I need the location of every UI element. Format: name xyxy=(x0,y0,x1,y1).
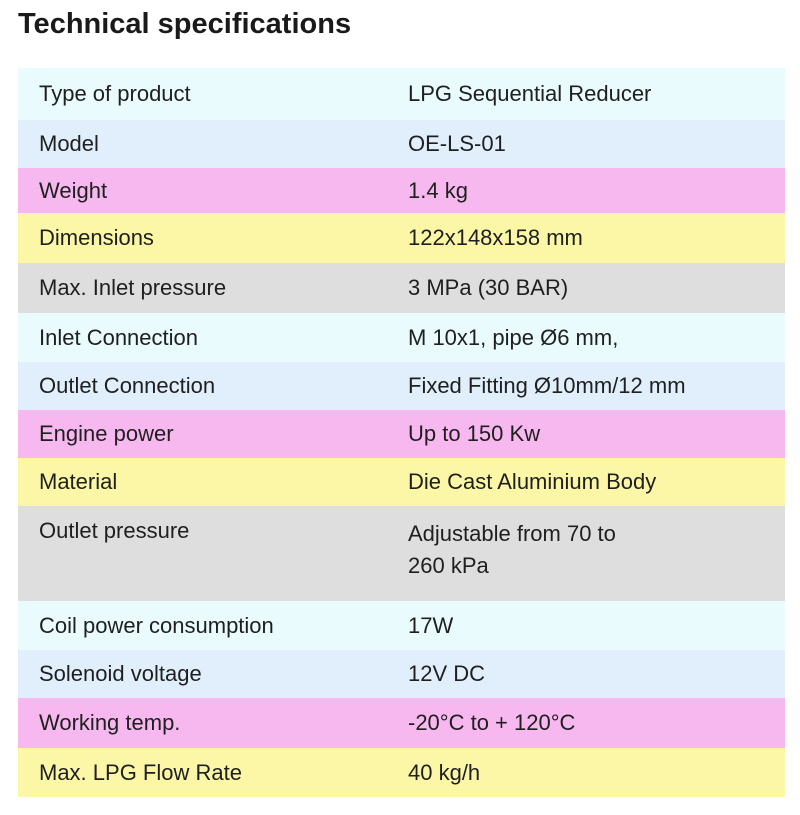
spec-row: Working temp. -20°C to + 120°C xyxy=(18,698,785,748)
spec-label: Dimensions xyxy=(39,225,154,250)
spec-row: Inlet Connection M 10x1, pipe Ø6 mm, xyxy=(18,313,785,362)
spec-label: Solenoid voltage xyxy=(39,661,202,686)
spec-row: Engine power Up to 150 Kw xyxy=(18,410,785,458)
spec-label: Max. LPG Flow Rate xyxy=(39,759,242,785)
spec-label: Weight xyxy=(39,177,108,203)
spec-label: Material xyxy=(39,469,118,494)
spec-value: 3 MPa (30 BAR) xyxy=(408,275,569,300)
spec-value: Up to 150 Kw xyxy=(408,421,541,446)
spec-row: Outlet Connection Fixed Fitting Ø10mm/12 … xyxy=(18,362,785,410)
spec-label: Model xyxy=(39,131,99,156)
spec-row: Model OE-LS-01 xyxy=(18,120,785,168)
spec-value: Adjustable from 70 to 260 kPa xyxy=(408,521,616,578)
spec-label: Max. Inlet pressure xyxy=(39,275,227,300)
spec-value: 17W xyxy=(408,612,454,638)
page-title: Technical specifications xyxy=(18,8,352,40)
spec-label: Working temp. xyxy=(39,710,181,735)
spec-value: M 10x1, pipe Ø6 mm, xyxy=(408,324,619,350)
spec-row: Max. Inlet pressure 3 MPa (30 BAR) xyxy=(18,263,785,313)
spec-row: Type of product LPG Sequential Reducer xyxy=(18,68,785,120)
spec-value: 1.4 kg xyxy=(408,177,468,203)
spec-label: Type of product xyxy=(39,81,191,106)
spec-label: Outlet Connection xyxy=(39,373,216,398)
spec-value: OE-LS-01 xyxy=(408,131,506,156)
spec-value: 122x148x158 mm xyxy=(408,225,583,250)
spec-value: 12V DC xyxy=(408,661,486,686)
spec-row: Material Die Cast Aluminium Body xyxy=(18,458,785,506)
spec-row: Max. LPG Flow Rate 40 kg/h xyxy=(18,748,785,797)
spec-label: Outlet pressure xyxy=(39,518,190,543)
spec-row: Solenoid voltage 12V DC xyxy=(18,650,785,698)
spec-value: -20°C to + 120°C xyxy=(408,710,576,735)
spec-row: Dimensions 122x148x158 mm xyxy=(18,213,785,263)
spec-label: Engine power xyxy=(39,421,174,446)
spec-row: Weight 1.4 kg xyxy=(18,168,785,213)
spec-row: Coil power consumption 17W xyxy=(18,601,785,650)
spec-label: Inlet Connection xyxy=(39,324,198,350)
spec-value: Fixed Fitting Ø10mm/12 mm xyxy=(408,373,686,398)
spec-row: Outlet pressure Adjustable from 70 to 260… xyxy=(18,506,785,601)
spec-value: 40 kg/h xyxy=(408,759,481,785)
spec-value: Die Cast Aluminium Body xyxy=(408,469,657,494)
spec-table: Type of product LPG Sequential Reducer Mod… xyxy=(18,68,785,797)
spec-value: LPG Sequential Reducer xyxy=(408,81,652,106)
spec-label: Coil power consumption xyxy=(39,612,274,638)
